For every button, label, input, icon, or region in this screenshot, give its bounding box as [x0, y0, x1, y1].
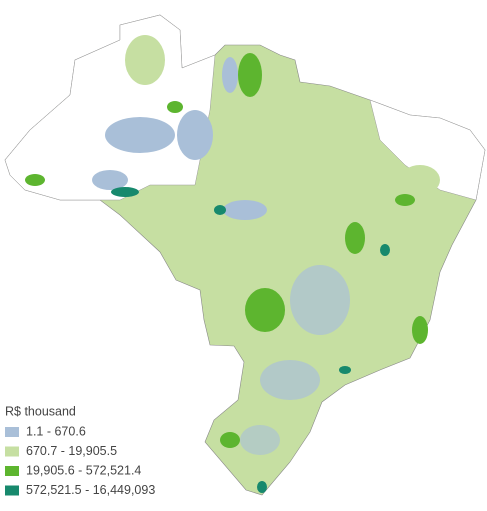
patch	[222, 57, 238, 93]
legend: R$ thousand 1.1 - 670.6 670.7 - 19,905.5 1…	[5, 404, 155, 497]
patch	[245, 288, 285, 332]
patch	[111, 187, 139, 197]
legend-label: 1.1 - 670.6	[26, 424, 86, 438]
patch	[380, 244, 390, 256]
region-patches	[25, 35, 440, 493]
patch	[223, 200, 267, 220]
patch	[257, 481, 267, 493]
northeast-white-region	[369, 99, 486, 201]
legend-label: 670.7 - 19,905.5	[26, 444, 117, 458]
patch	[290, 265, 350, 335]
patch	[412, 316, 428, 344]
legend-swatch	[5, 485, 19, 496]
patch	[339, 366, 351, 374]
patch	[220, 432, 240, 448]
legend-label: 572,521.5 - 16,449,093	[26, 483, 155, 497]
patch	[25, 174, 45, 186]
patch	[105, 117, 175, 153]
patch	[177, 110, 213, 160]
legend-swatch	[5, 427, 19, 437]
patch	[395, 194, 415, 206]
patch	[345, 222, 365, 254]
legend-swatch	[5, 446, 19, 457]
legend-swatch	[5, 466, 19, 476]
patch	[238, 53, 262, 97]
legend-title: R$ thousand	[5, 404, 76, 418]
patch	[240, 425, 280, 455]
patch	[260, 360, 320, 400]
patch	[125, 35, 165, 85]
patch	[214, 205, 226, 215]
patch	[92, 170, 128, 190]
legend-label: 19,905.6 - 572,521.4	[26, 463, 141, 477]
patch	[167, 101, 183, 113]
patch	[400, 165, 440, 195]
brazil-map	[4, 14, 486, 496]
